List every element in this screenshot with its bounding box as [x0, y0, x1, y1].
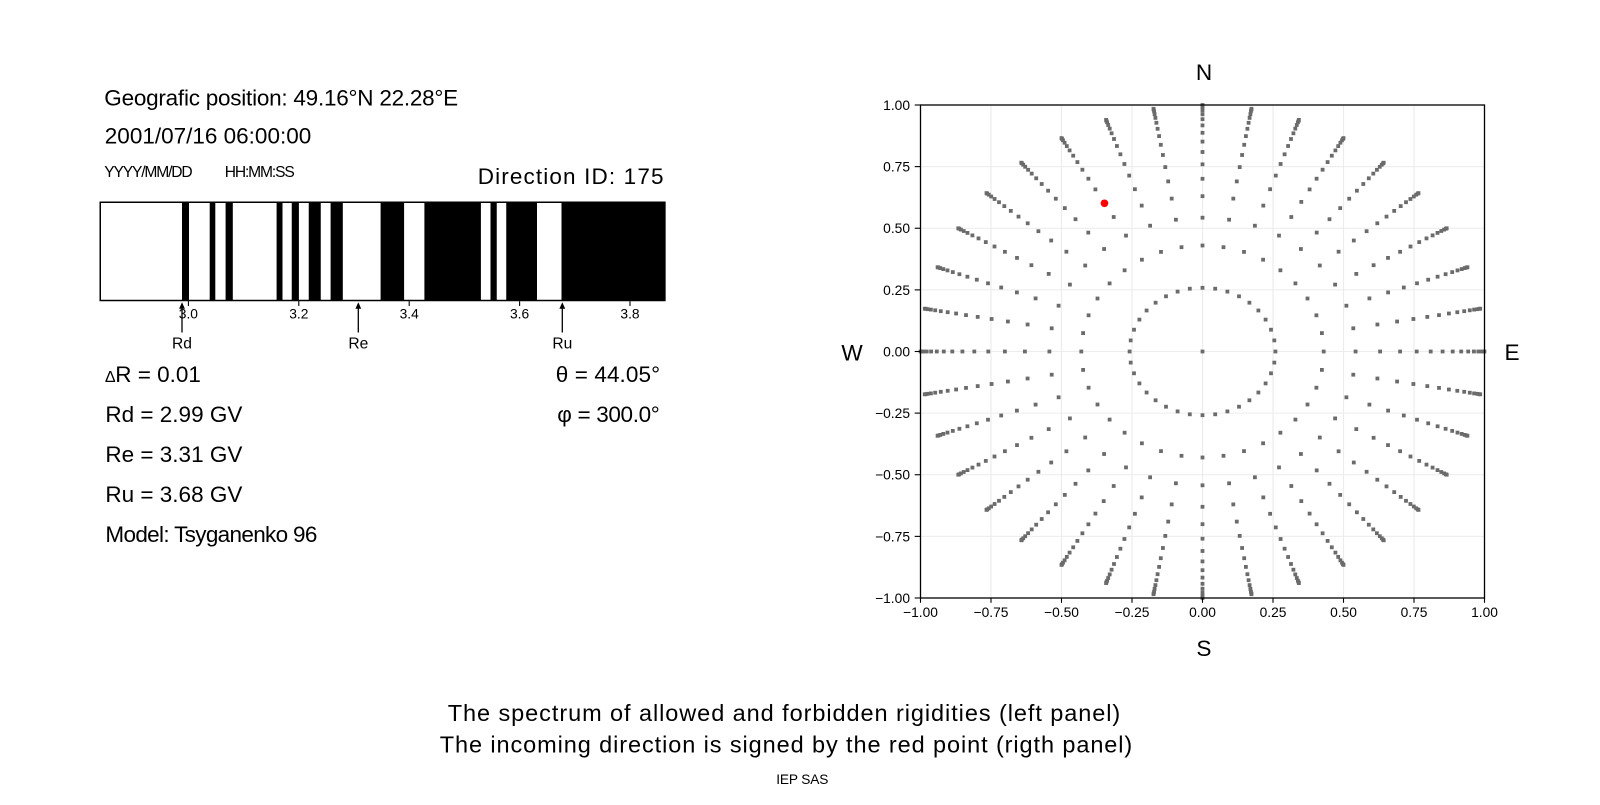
svg-text:2001/07/16 06:00:00: 2001/07/16 06:00:00 — [105, 124, 311, 149]
svg-text:0.25: 0.25 — [883, 283, 910, 298]
svg-text:S: S — [1196, 636, 1211, 661]
svg-text:Rd = 2.99 GV: Rd = 2.99 GV — [105, 402, 242, 427]
svg-text:−1.00: −1.00 — [875, 591, 910, 606]
svg-text:1.00: 1.00 — [883, 98, 910, 113]
svg-text:0.25: 0.25 — [1260, 605, 1287, 620]
svg-text:−0.25: −0.25 — [875, 406, 910, 421]
svg-text:Geografic position: 49.16°N 22: Geografic position: 49.16°N 22.28°E — [104, 86, 458, 111]
svg-text:YYYY/MM/DD: YYYY/MM/DD — [104, 164, 192, 181]
svg-text:3.0: 3.0 — [179, 307, 199, 322]
svg-text:0.00: 0.00 — [883, 344, 910, 359]
svg-text:IEP SAS: IEP SAS — [776, 772, 828, 787]
svg-text:−0.75: −0.75 — [875, 529, 910, 544]
svg-text:−0.25: −0.25 — [1115, 605, 1150, 620]
svg-text:Re: Re — [348, 336, 368, 353]
svg-text:θ = 44.05°: θ = 44.05° — [556, 362, 660, 387]
svg-text:−0.75: −0.75 — [974, 605, 1009, 620]
svg-text:0.75: 0.75 — [883, 160, 910, 175]
svg-text:1.00: 1.00 — [1471, 605, 1498, 620]
svg-text:N: N — [1196, 60, 1212, 85]
svg-text:Model: Tsyganenko 96: Model: Tsyganenko 96 — [105, 522, 317, 547]
svg-text:3.8: 3.8 — [620, 307, 640, 322]
svg-text:3.6: 3.6 — [510, 307, 530, 322]
svg-text:E: E — [1504, 340, 1519, 365]
svg-text:−0.50: −0.50 — [1044, 605, 1079, 620]
svg-text:0.50: 0.50 — [883, 221, 910, 236]
svg-text:3.2: 3.2 — [289, 307, 308, 322]
svg-text:−0.50: −0.50 — [875, 468, 910, 483]
svg-text:φ = 300.0°: φ = 300.0° — [557, 402, 660, 427]
svg-text:∆R = 0.01: ∆R = 0.01 — [105, 362, 200, 387]
svg-text:W: W — [841, 341, 863, 366]
svg-text:0.50: 0.50 — [1330, 605, 1357, 620]
svg-text:Ru: Ru — [552, 336, 572, 353]
svg-text:3.4: 3.4 — [400, 307, 420, 322]
svg-text:Ru = 3.68 GV: Ru = 3.68 GV — [105, 482, 242, 507]
svg-text:HH:MM:SS: HH:MM:SS — [225, 164, 295, 181]
svg-text:Re = 3.31 GV: Re = 3.31 GV — [105, 442, 242, 467]
svg-text:0.00: 0.00 — [1189, 605, 1216, 620]
svg-text:The incoming direction is sign: The incoming direction is signed by the … — [440, 732, 1133, 758]
svg-text:−1.00: −1.00 — [903, 605, 938, 620]
svg-text:Rd: Rd — [172, 336, 192, 353]
svg-text:0.75: 0.75 — [1401, 605, 1428, 620]
svg-text:Direction ID: 175: Direction ID: 175 — [478, 164, 664, 189]
svg-text:The spectrum of allowed and fo: The spectrum of allowed and forbidden ri… — [448, 700, 1121, 726]
